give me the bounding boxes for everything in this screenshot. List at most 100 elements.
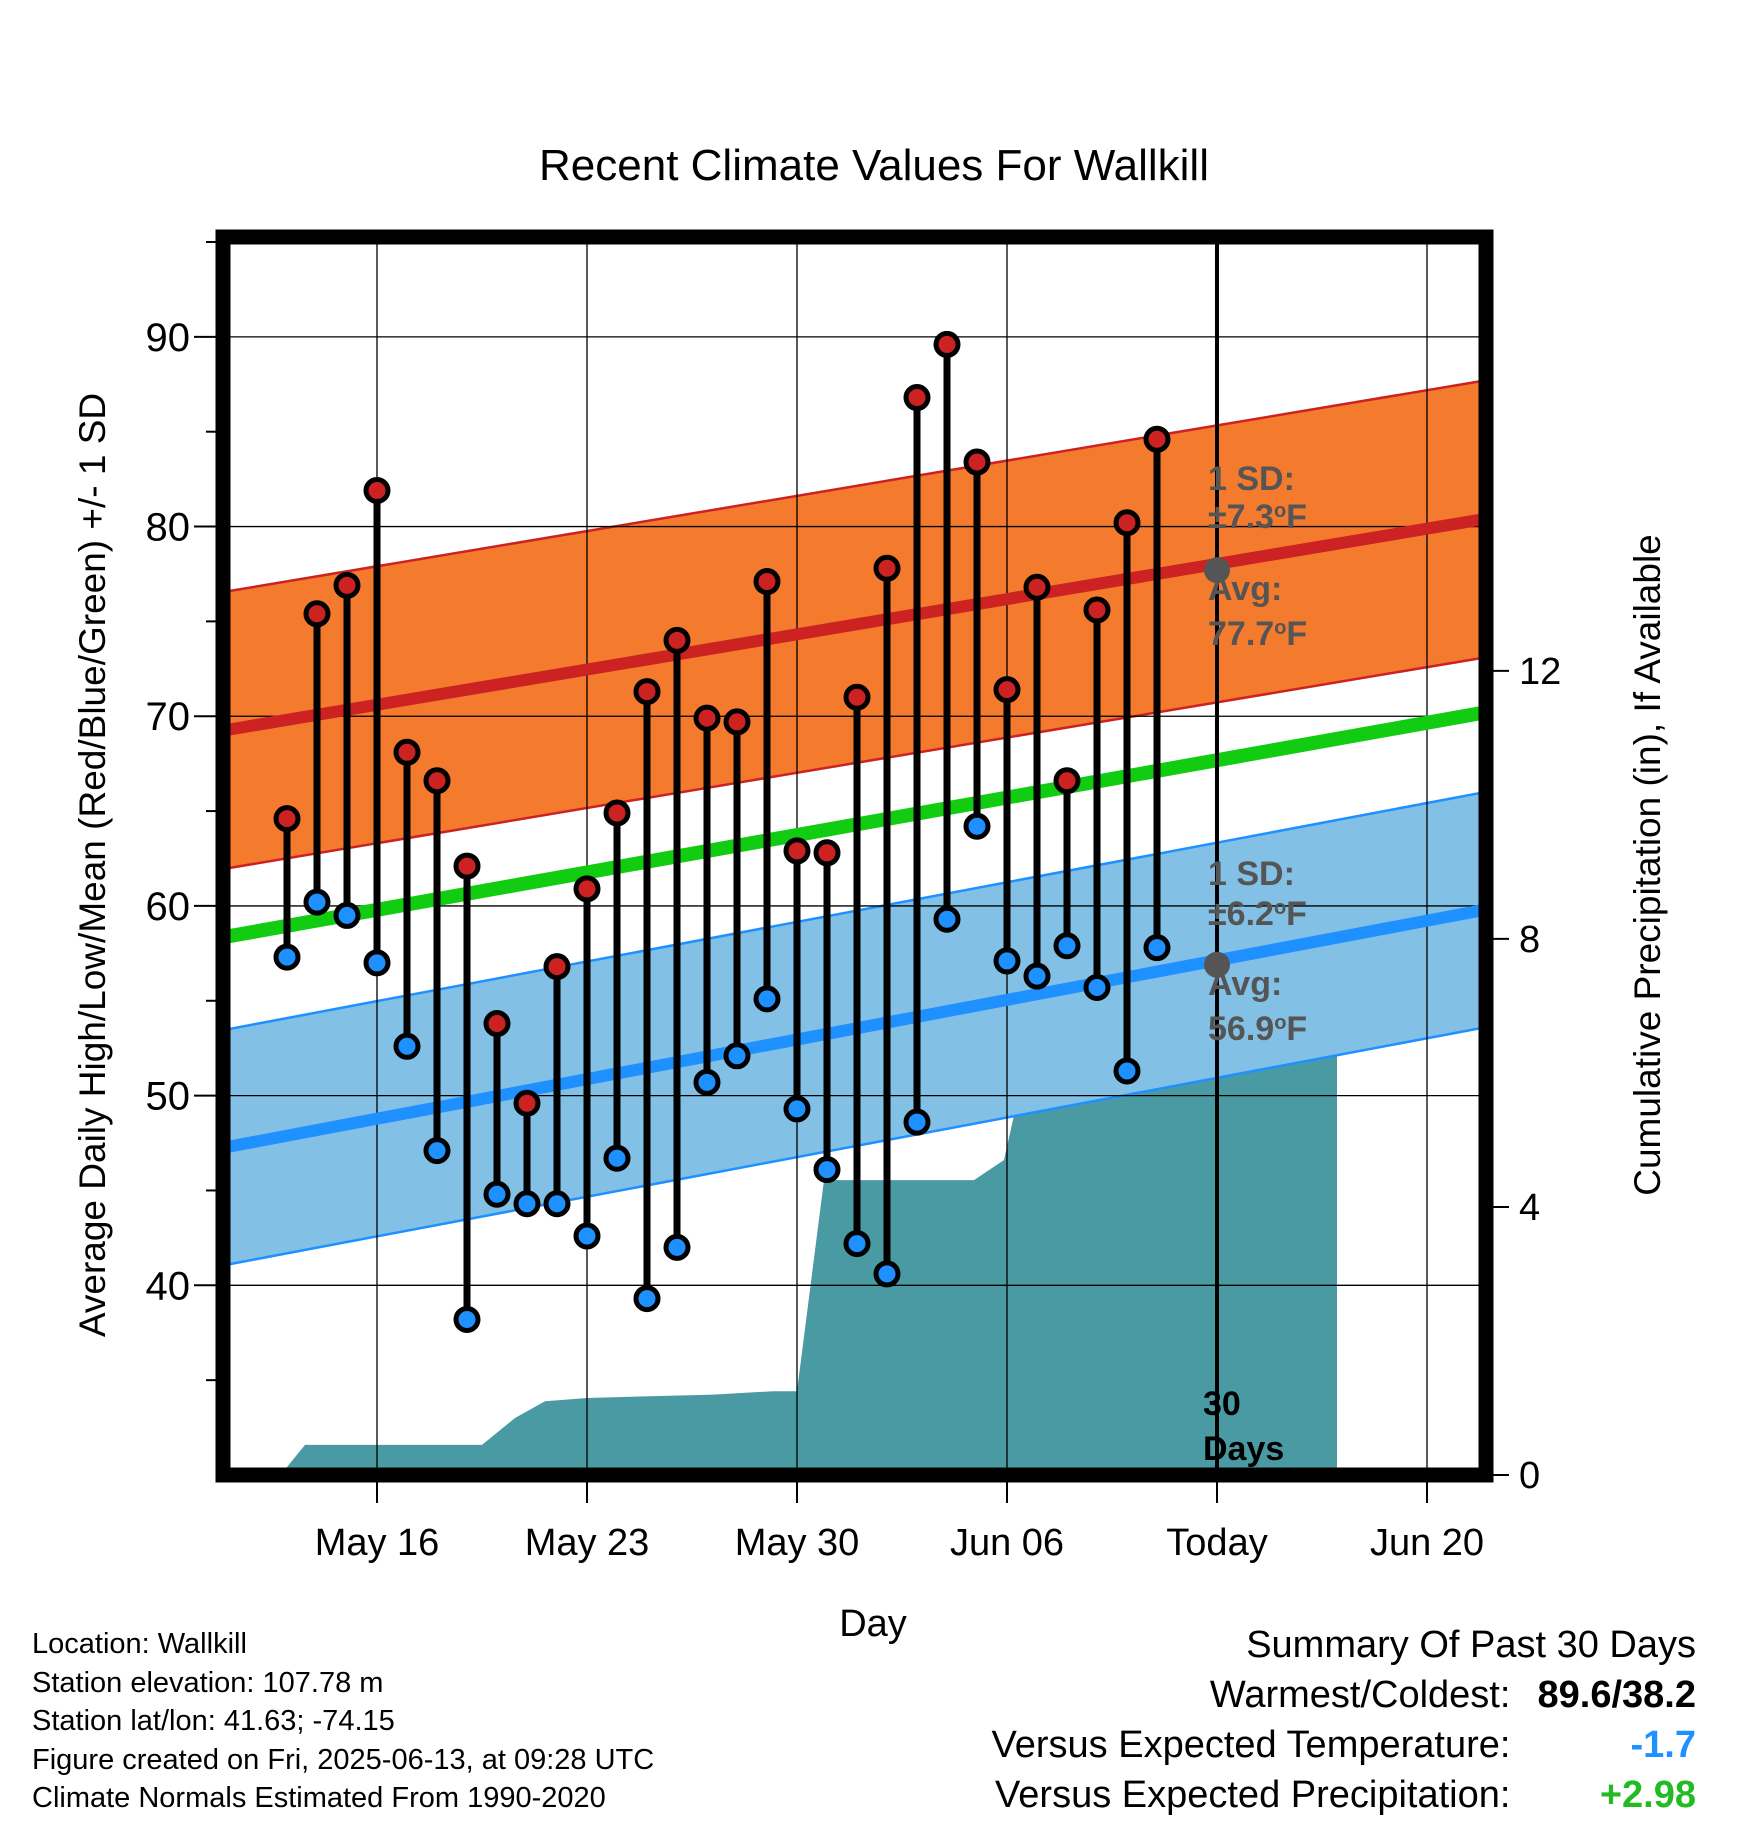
daily-high-point [363, 476, 391, 504]
high-avg-number: 77.7 [1208, 615, 1274, 653]
daily-high-point [453, 852, 481, 880]
daily-low-point [573, 1222, 601, 1250]
y-tick-label: 60 [146, 885, 191, 929]
chart-title: Recent Climate Values For Wallkill [539, 141, 1209, 190]
high-avg-value: 77.7oF [1208, 615, 1307, 653]
daily-high-point [543, 953, 571, 981]
daily-low-point [1113, 1057, 1141, 1085]
daily-low-point [1143, 934, 1171, 962]
y-tick-label: 40 [146, 1264, 191, 1308]
low-avg-degree: o [1274, 1012, 1286, 1034]
daily-high-point [903, 384, 931, 412]
daily-low-point [903, 1108, 931, 1136]
axes: 40 50 60 70 80 90 0 4 8 12 May 16 May 23 May 30 Jun 0… [146, 241, 1561, 1564]
warm-cold-value: 89.6/38.2 [1537, 1674, 1696, 1716]
high-sd-label: 1 SD: [1208, 460, 1295, 498]
precip-row: Versus Expected Precipitation: +2.98 [992, 1770, 1696, 1820]
high-average-line [218, 513, 1485, 738]
daily-high-point [663, 626, 691, 654]
daily-high-point [1143, 425, 1171, 453]
daily-low-point [993, 947, 1021, 975]
y-axis-label: Average Daily High/Low/Mean (Red/Blue/Gr… [72, 393, 113, 1337]
high-avg-unit: F [1286, 615, 1307, 653]
today-window-label-line2: Days [1203, 1430, 1284, 1468]
daily-low-point [513, 1190, 541, 1218]
daily-high-point [633, 678, 661, 706]
warm-cold-label: Warmest/Coldest: [1209, 1674, 1511, 1716]
low-sd-label: 1 SD: [1208, 855, 1295, 893]
high-sd-unit: F [1286, 498, 1307, 536]
daily-high-point [483, 1010, 511, 1038]
daily-low-point [1053, 932, 1081, 960]
x-tick-label: Jun 20 [1370, 1522, 1484, 1564]
daily-high-point [273, 805, 301, 833]
summary-title: Summary Of Past 30 Days [1246, 1624, 1696, 1666]
daily-high-point [723, 708, 751, 736]
low-avg-label: Avg: [1208, 965, 1282, 1003]
daily-low-point [873, 1260, 901, 1288]
daily-low-point [753, 985, 781, 1013]
normals-text: Climate Normals Estimated From 1990-2020 [32, 1782, 606, 1814]
daily-low-point [423, 1137, 451, 1165]
high-sd-band-upper-edge [218, 379, 1485, 595]
daily-low-point [453, 1305, 481, 1333]
daily-high-point [513, 1089, 541, 1117]
low-sd-number: ±6.2 [1208, 895, 1274, 933]
y-tick-label: 80 [146, 506, 191, 550]
daily-high-point [1083, 596, 1111, 624]
precip-value: +2.98 [1599, 1774, 1696, 1816]
y2-tick-label: 4 [1519, 1187, 1540, 1229]
daily-low-point [483, 1180, 511, 1208]
daily-high-point [1023, 573, 1051, 601]
today-window-label-line1: 30 [1203, 1385, 1241, 1423]
y-tick-label: 50 [146, 1075, 191, 1119]
low-average-line [218, 903, 1485, 1155]
y2-axis-label: Cumulative Precipitation (in), If Availa… [1627, 534, 1668, 1196]
daily-low-point [963, 812, 991, 840]
daily-high-point [1053, 767, 1081, 795]
today-high-average-point [1204, 557, 1230, 584]
low-sd-annotation: 1 SD: ±6.2oF Avg: 56.9oF [1208, 855, 1307, 1048]
x-tick-label: Jun 06 [950, 1522, 1064, 1564]
high-sd-number: ±7.3 [1208, 498, 1274, 536]
x-tick-label: May 16 [315, 1522, 440, 1564]
precipitation-area [287, 1026, 1337, 1475]
daily-high-point [843, 683, 871, 711]
high-sd-value: ±7.3oF [1208, 498, 1307, 536]
daily-high-point [963, 448, 991, 476]
y2-tick-label: 0 [1519, 1455, 1540, 1497]
y-tick-label: 90 [146, 316, 191, 360]
temp-value: -1.7 [1630, 1724, 1696, 1766]
plot-frame [215, 229, 1494, 1483]
high-sd-degree: o [1274, 500, 1286, 522]
daily-low-point [783, 1095, 811, 1123]
y2-tick-label: 12 [1519, 651, 1561, 693]
low-sd-band-upper-edge [218, 790, 1485, 1033]
daily-high-point [873, 554, 901, 582]
daily-low-point [1023, 962, 1051, 990]
daily-low-point [723, 1042, 751, 1070]
x-tick-label: Today [1166, 1522, 1267, 1564]
x-tick-label: May 30 [735, 1522, 860, 1564]
summary-panel: Summary Of Past 30 Days Warmest/Coldest:… [992, 1620, 1696, 1820]
daily-high-point [1113, 509, 1141, 537]
daily-low-point [363, 949, 391, 977]
station-info: Location: Wallkill Station elevation: 10… [32, 1625, 654, 1818]
daily-high-point [423, 767, 451, 795]
x-axis-label: Day [839, 1603, 907, 1645]
low-sd-degree: o [1274, 897, 1286, 919]
low-avg-number: 56.9 [1208, 1010, 1274, 1048]
created-text: Figure created on Fri, 2025-06-13, at 09… [32, 1743, 655, 1776]
daily-low-point [393, 1032, 421, 1060]
high-avg-degree: o [1274, 617, 1286, 639]
y2-tick-label: 8 [1519, 919, 1540, 961]
daily-low-point [333, 901, 361, 929]
daily-low-point [843, 1230, 871, 1258]
mean-average-line [218, 705, 1485, 946]
plot-content [218, 242, 1485, 1475]
low-sd-unit: F [1286, 895, 1307, 933]
location-text: Location: Wallkill [32, 1628, 247, 1660]
daily-low-point [543, 1190, 571, 1218]
daily-high-point [783, 837, 811, 865]
